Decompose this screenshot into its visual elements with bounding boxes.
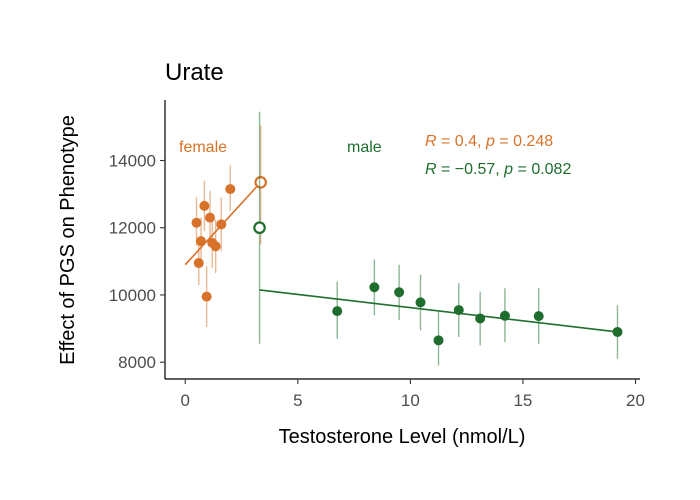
plot-area [184, 111, 623, 366]
female-highlight-point [254, 176, 267, 189]
female-data-point [199, 200, 210, 211]
male-data-point [394, 287, 405, 298]
x-tick-label: 15 [513, 391, 532, 410]
male-data-point [433, 335, 444, 346]
male-p-value: 0.082 [531, 161, 571, 178]
y-tick-label: 10000 [109, 286, 156, 305]
female-group-label: female [179, 139, 227, 156]
y-tick-label: 12000 [109, 219, 156, 238]
x-tick-label: 10 [401, 391, 420, 410]
male-stat-label: R = −0.57, p = 0.082 [425, 161, 571, 178]
female-data-point [193, 258, 204, 269]
male-group-label: male [347, 139, 382, 156]
male-data-point [533, 311, 544, 322]
male-data-point [499, 310, 510, 321]
female-stat-label: R = 0.4, p = 0.248 [425, 133, 553, 150]
chart-title: Urate [165, 59, 224, 86]
female-data-point [210, 241, 221, 252]
y-tick-label: 14000 [109, 152, 156, 171]
y-tick-label: 8000 [118, 353, 156, 372]
male-data-point [332, 306, 343, 317]
male-data-point [415, 297, 426, 308]
female-data-point [196, 236, 207, 247]
male-r-value: −0.57 [455, 161, 496, 178]
male-data-point [369, 282, 380, 293]
y-axis-label: Effect of PGS on Phenotype [57, 115, 79, 365]
female-data-point [225, 184, 236, 195]
y-axis-ticks: 8000 10000 12000 14000 [109, 152, 165, 372]
male-data-point [612, 326, 623, 337]
female-r-value: 0.4 [455, 133, 477, 150]
male-highlight-point [253, 221, 266, 235]
male-data-point [453, 305, 464, 316]
x-axis-ticks: 0 5 10 15 20 [181, 379, 645, 410]
female-p-value: 0.248 [513, 133, 553, 150]
x-tick-label: 20 [626, 391, 645, 410]
male-data-point [475, 313, 486, 324]
male-fit-line [259, 289, 618, 333]
female-data-point [191, 217, 202, 228]
x-tick-label: 5 [293, 391, 302, 410]
x-axis-label: Testosterone Level (nmol/L) [279, 426, 526, 448]
female-data-point [201, 291, 212, 302]
female-data-point [205, 212, 216, 223]
female-data-point [216, 219, 227, 230]
x-tick-label: 0 [181, 391, 190, 410]
